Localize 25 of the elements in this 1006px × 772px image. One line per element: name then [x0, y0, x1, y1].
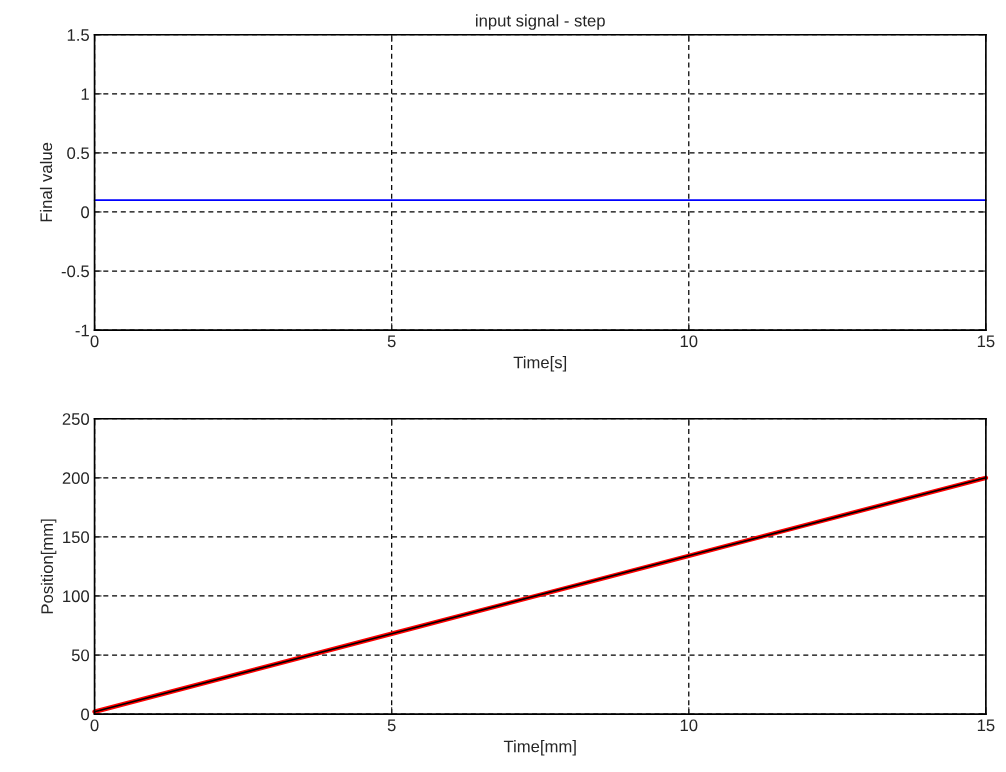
y-tick-label: 200 [62, 472, 90, 484]
x-tick-label: 0 [90, 719, 99, 732]
x-axis-title: Time[mm] [503, 740, 576, 756]
y-tick-label: 0 [81, 708, 90, 721]
x-tick-label: 15 [977, 335, 995, 348]
x-tick-label: 15 [977, 719, 995, 732]
y-tick-label: 0.5 [67, 147, 90, 160]
y-tick-label: -0.5 [61, 265, 90, 278]
y-tick-label: 100 [63, 590, 90, 603]
x-tick-label: 0 [90, 335, 99, 348]
x-tick-label: 5 [387, 335, 396, 348]
y-tick-label: -1 [75, 324, 89, 337]
y-tick-label: 250 [62, 413, 90, 425]
x-tick-label: 10 [680, 335, 698, 348]
y-axis-title: Position[mm] [40, 519, 57, 614]
y-tick-label: 50 [71, 649, 90, 662]
x-tick-label: 10 [680, 719, 698, 732]
y-tick-label: 150 [63, 531, 90, 544]
x-tick-label: 5 [387, 719, 396, 732]
y-tick-label: 1 [81, 88, 89, 100]
chart-title: input signal - step [476, 14, 605, 30]
y-tick-label: 0 [81, 206, 90, 219]
x-axis-title: Time[s] [513, 356, 567, 372]
y-tick-label: 1.5 [67, 29, 90, 41]
y-axis-title: Final value [39, 142, 53, 222]
